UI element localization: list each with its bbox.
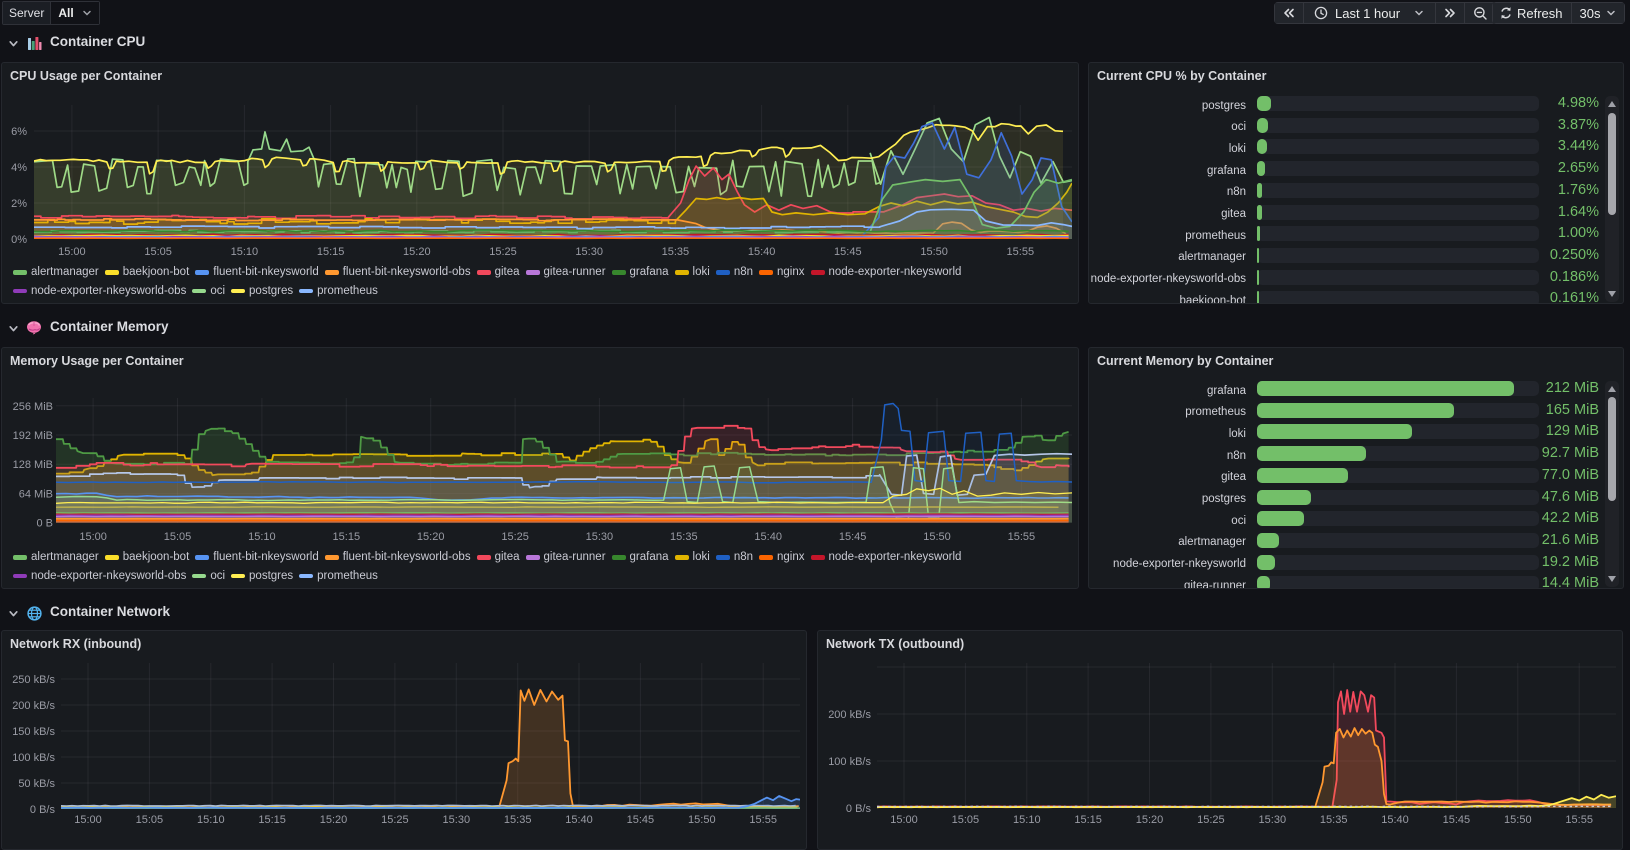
svg-text:15:15: 15:15 [1074,814,1102,826]
svg-text:15:55: 15:55 [1007,246,1035,258]
svg-text:100 kB/s: 100 kB/s [12,752,55,764]
svg-text:15:55: 15:55 [1565,814,1593,826]
svg-text:15:25: 15:25 [1197,814,1225,826]
svg-text:64 MiB: 64 MiB [19,488,53,500]
svg-text:15:30: 15:30 [443,814,471,826]
svg-text:15:35: 15:35 [504,814,532,826]
svg-text:15:20: 15:20 [417,531,445,543]
svg-text:15:50: 15:50 [923,531,951,543]
svg-text:6%: 6% [11,126,27,138]
svg-text:15:40: 15:40 [565,814,593,826]
svg-text:15:20: 15:20 [320,814,348,826]
svg-text:192 MiB: 192 MiB [13,430,53,442]
svg-text:15:20: 15:20 [1136,814,1164,826]
svg-text:15:35: 15:35 [1320,814,1348,826]
svg-text:15:30: 15:30 [1259,814,1287,826]
svg-text:150 kB/s: 150 kB/s [12,726,55,738]
svg-text:15:55: 15:55 [1008,531,1036,543]
svg-text:15:35: 15:35 [662,246,690,258]
svg-text:15:05: 15:05 [164,531,192,543]
svg-text:15:50: 15:50 [688,814,716,826]
svg-text:15:40: 15:40 [748,246,776,258]
svg-text:15:45: 15:45 [834,246,862,258]
svg-text:200 kB/s: 200 kB/s [12,700,55,712]
svg-text:0 B: 0 B [36,518,53,530]
svg-text:4%: 4% [11,162,27,174]
svg-text:128 MiB: 128 MiB [13,459,53,471]
svg-text:15:40: 15:40 [754,531,782,543]
svg-text:15:50: 15:50 [920,246,948,258]
svg-text:15:45: 15:45 [627,814,655,826]
svg-text:15:25: 15:25 [501,531,529,543]
svg-text:15:45: 15:45 [839,531,867,543]
svg-text:15:15: 15:15 [333,531,361,543]
svg-text:15:25: 15:25 [489,246,517,258]
svg-text:15:00: 15:00 [79,531,107,543]
svg-text:15:00: 15:00 [890,814,918,826]
svg-text:15:15: 15:15 [317,246,345,258]
svg-text:200 kB/s: 200 kB/s [828,709,871,721]
svg-text:256 MiB: 256 MiB [13,401,53,413]
svg-text:2%: 2% [11,198,27,210]
svg-text:15:10: 15:10 [231,246,259,258]
svg-text:250 kB/s: 250 kB/s [12,674,55,686]
svg-text:15:05: 15:05 [952,814,980,826]
svg-text:15:35: 15:35 [670,531,698,543]
svg-text:15:10: 15:10 [1013,814,1041,826]
svg-text:15:55: 15:55 [749,814,777,826]
svg-text:0%: 0% [11,234,27,246]
svg-text:15:40: 15:40 [1381,814,1409,826]
svg-text:15:05: 15:05 [136,814,164,826]
svg-text:15:30: 15:30 [586,531,614,543]
svg-text:15:45: 15:45 [1443,814,1471,826]
svg-text:0 B/s: 0 B/s [30,804,56,816]
svg-text:15:25: 15:25 [381,814,409,826]
svg-text:15:20: 15:20 [403,246,431,258]
svg-text:15:10: 15:10 [248,531,276,543]
svg-text:15:05: 15:05 [144,246,172,258]
svg-text:15:30: 15:30 [575,246,603,258]
svg-text:100 kB/s: 100 kB/s [828,756,871,768]
svg-text:15:00: 15:00 [58,246,86,258]
svg-text:0 B/s: 0 B/s [846,803,872,815]
svg-text:15:50: 15:50 [1504,814,1532,826]
svg-text:50 kB/s: 50 kB/s [18,778,55,790]
svg-text:15:15: 15:15 [258,814,286,826]
svg-text:15:00: 15:00 [74,814,102,826]
svg-text:15:10: 15:10 [197,814,225,826]
